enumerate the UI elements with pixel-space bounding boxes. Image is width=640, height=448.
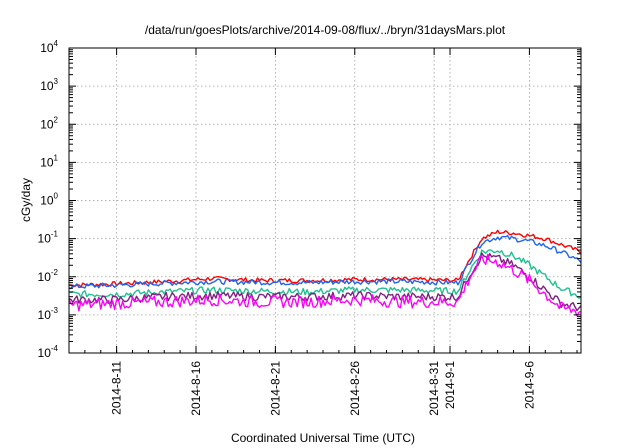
y-tick-label: 103 — [40, 77, 58, 93]
x-tick-label: 2014-8-16 — [189, 361, 203, 416]
y-tick-label: 101 — [40, 153, 58, 169]
chart-title: /data/run/goesPlots/archive/2014-09-08/f… — [145, 23, 506, 37]
series-line — [68, 253, 582, 317]
y-tick-label: 10-4 — [38, 344, 59, 360]
series-line — [68, 234, 582, 290]
y-tick-label: 100 — [40, 192, 58, 208]
grid — [69, 48, 581, 353]
series-line — [68, 249, 582, 299]
x-tick-label: 2014-8-26 — [348, 361, 362, 416]
y-tick-label: 10-1 — [38, 230, 59, 246]
series-line — [68, 252, 582, 312]
y-axis-label: cGy/day — [19, 178, 33, 222]
series-layer — [68, 229, 582, 317]
y-tick-label: 10-2 — [38, 268, 59, 284]
x-axis-label: Coordinated Universal Time (UTC) — [231, 431, 415, 445]
y-tick-label: 104 — [40, 39, 58, 55]
y-axis: 10-4 10-3 10-2 10-1 100 101 102 103 104 — [38, 39, 581, 360]
y-tick-label: 10-3 — [38, 306, 59, 322]
x-tick-label: 2014-8-21 — [268, 361, 282, 416]
y-tick-label: 102 — [40, 115, 58, 131]
x-tick-label: 2014-8-11 — [110, 361, 124, 415]
x-tick-label: 2014-9-1 — [443, 361, 457, 409]
x-axis: 2014-8-11 2014-8-16 2014-8-21 2014-8-26 2014… — [68, 48, 578, 416]
x-tick-label: 2014-8-31 — [427, 361, 441, 416]
x-tick-label: 2014-9-6 — [522, 361, 536, 409]
